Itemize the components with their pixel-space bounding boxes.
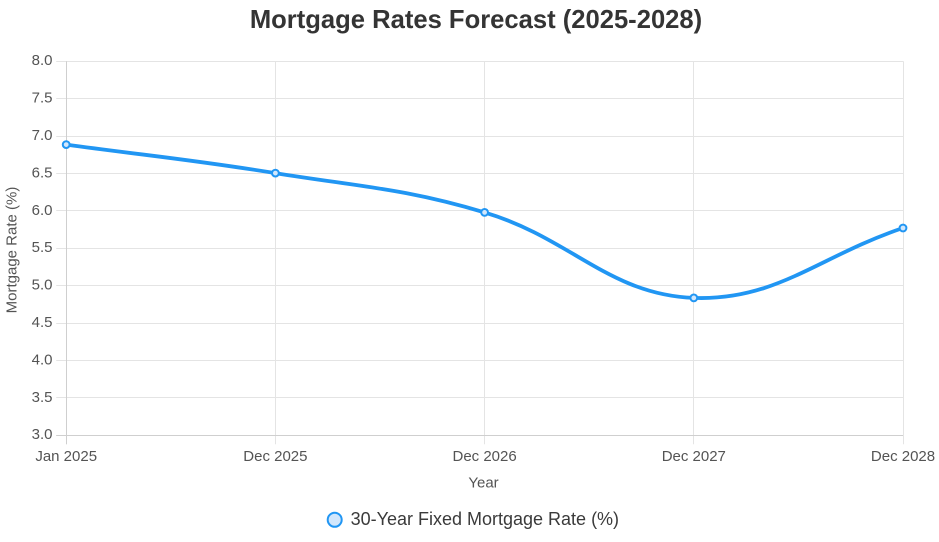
svg-text:4.5: 4.5 xyxy=(32,314,53,331)
svg-text:7.5: 7.5 xyxy=(32,90,53,107)
svg-text:Year: Year xyxy=(468,475,498,492)
svg-text:Jan 2025: Jan 2025 xyxy=(35,448,97,465)
svg-text:Dec 2028: Dec 2028 xyxy=(871,448,935,465)
svg-text:5.5: 5.5 xyxy=(32,239,53,256)
svg-text:5.0: 5.0 xyxy=(32,277,53,294)
svg-text:Dec 2026: Dec 2026 xyxy=(452,448,516,465)
svg-text:8.0: 8.0 xyxy=(32,52,53,69)
svg-text:7.0: 7.0 xyxy=(32,127,53,144)
svg-text:3.5: 3.5 xyxy=(32,389,53,406)
svg-text:6.5: 6.5 xyxy=(32,164,53,181)
svg-text:Mortgage Rate (%): Mortgage Rate (%) xyxy=(3,187,20,314)
svg-text:Mortgage Rates Forecast (2025-: Mortgage Rates Forecast (2025-2028) xyxy=(250,6,702,34)
svg-text:Dec 2027: Dec 2027 xyxy=(662,448,726,465)
svg-text:Dec 2025: Dec 2025 xyxy=(243,448,307,465)
svg-text:6.0: 6.0 xyxy=(32,202,53,219)
svg-text:3.0: 3.0 xyxy=(32,426,53,443)
svg-text:30-Year Fixed Mortgage Rate (%: 30-Year Fixed Mortgage Rate (%) xyxy=(351,509,619,529)
svg-text:4.0: 4.0 xyxy=(32,351,53,368)
